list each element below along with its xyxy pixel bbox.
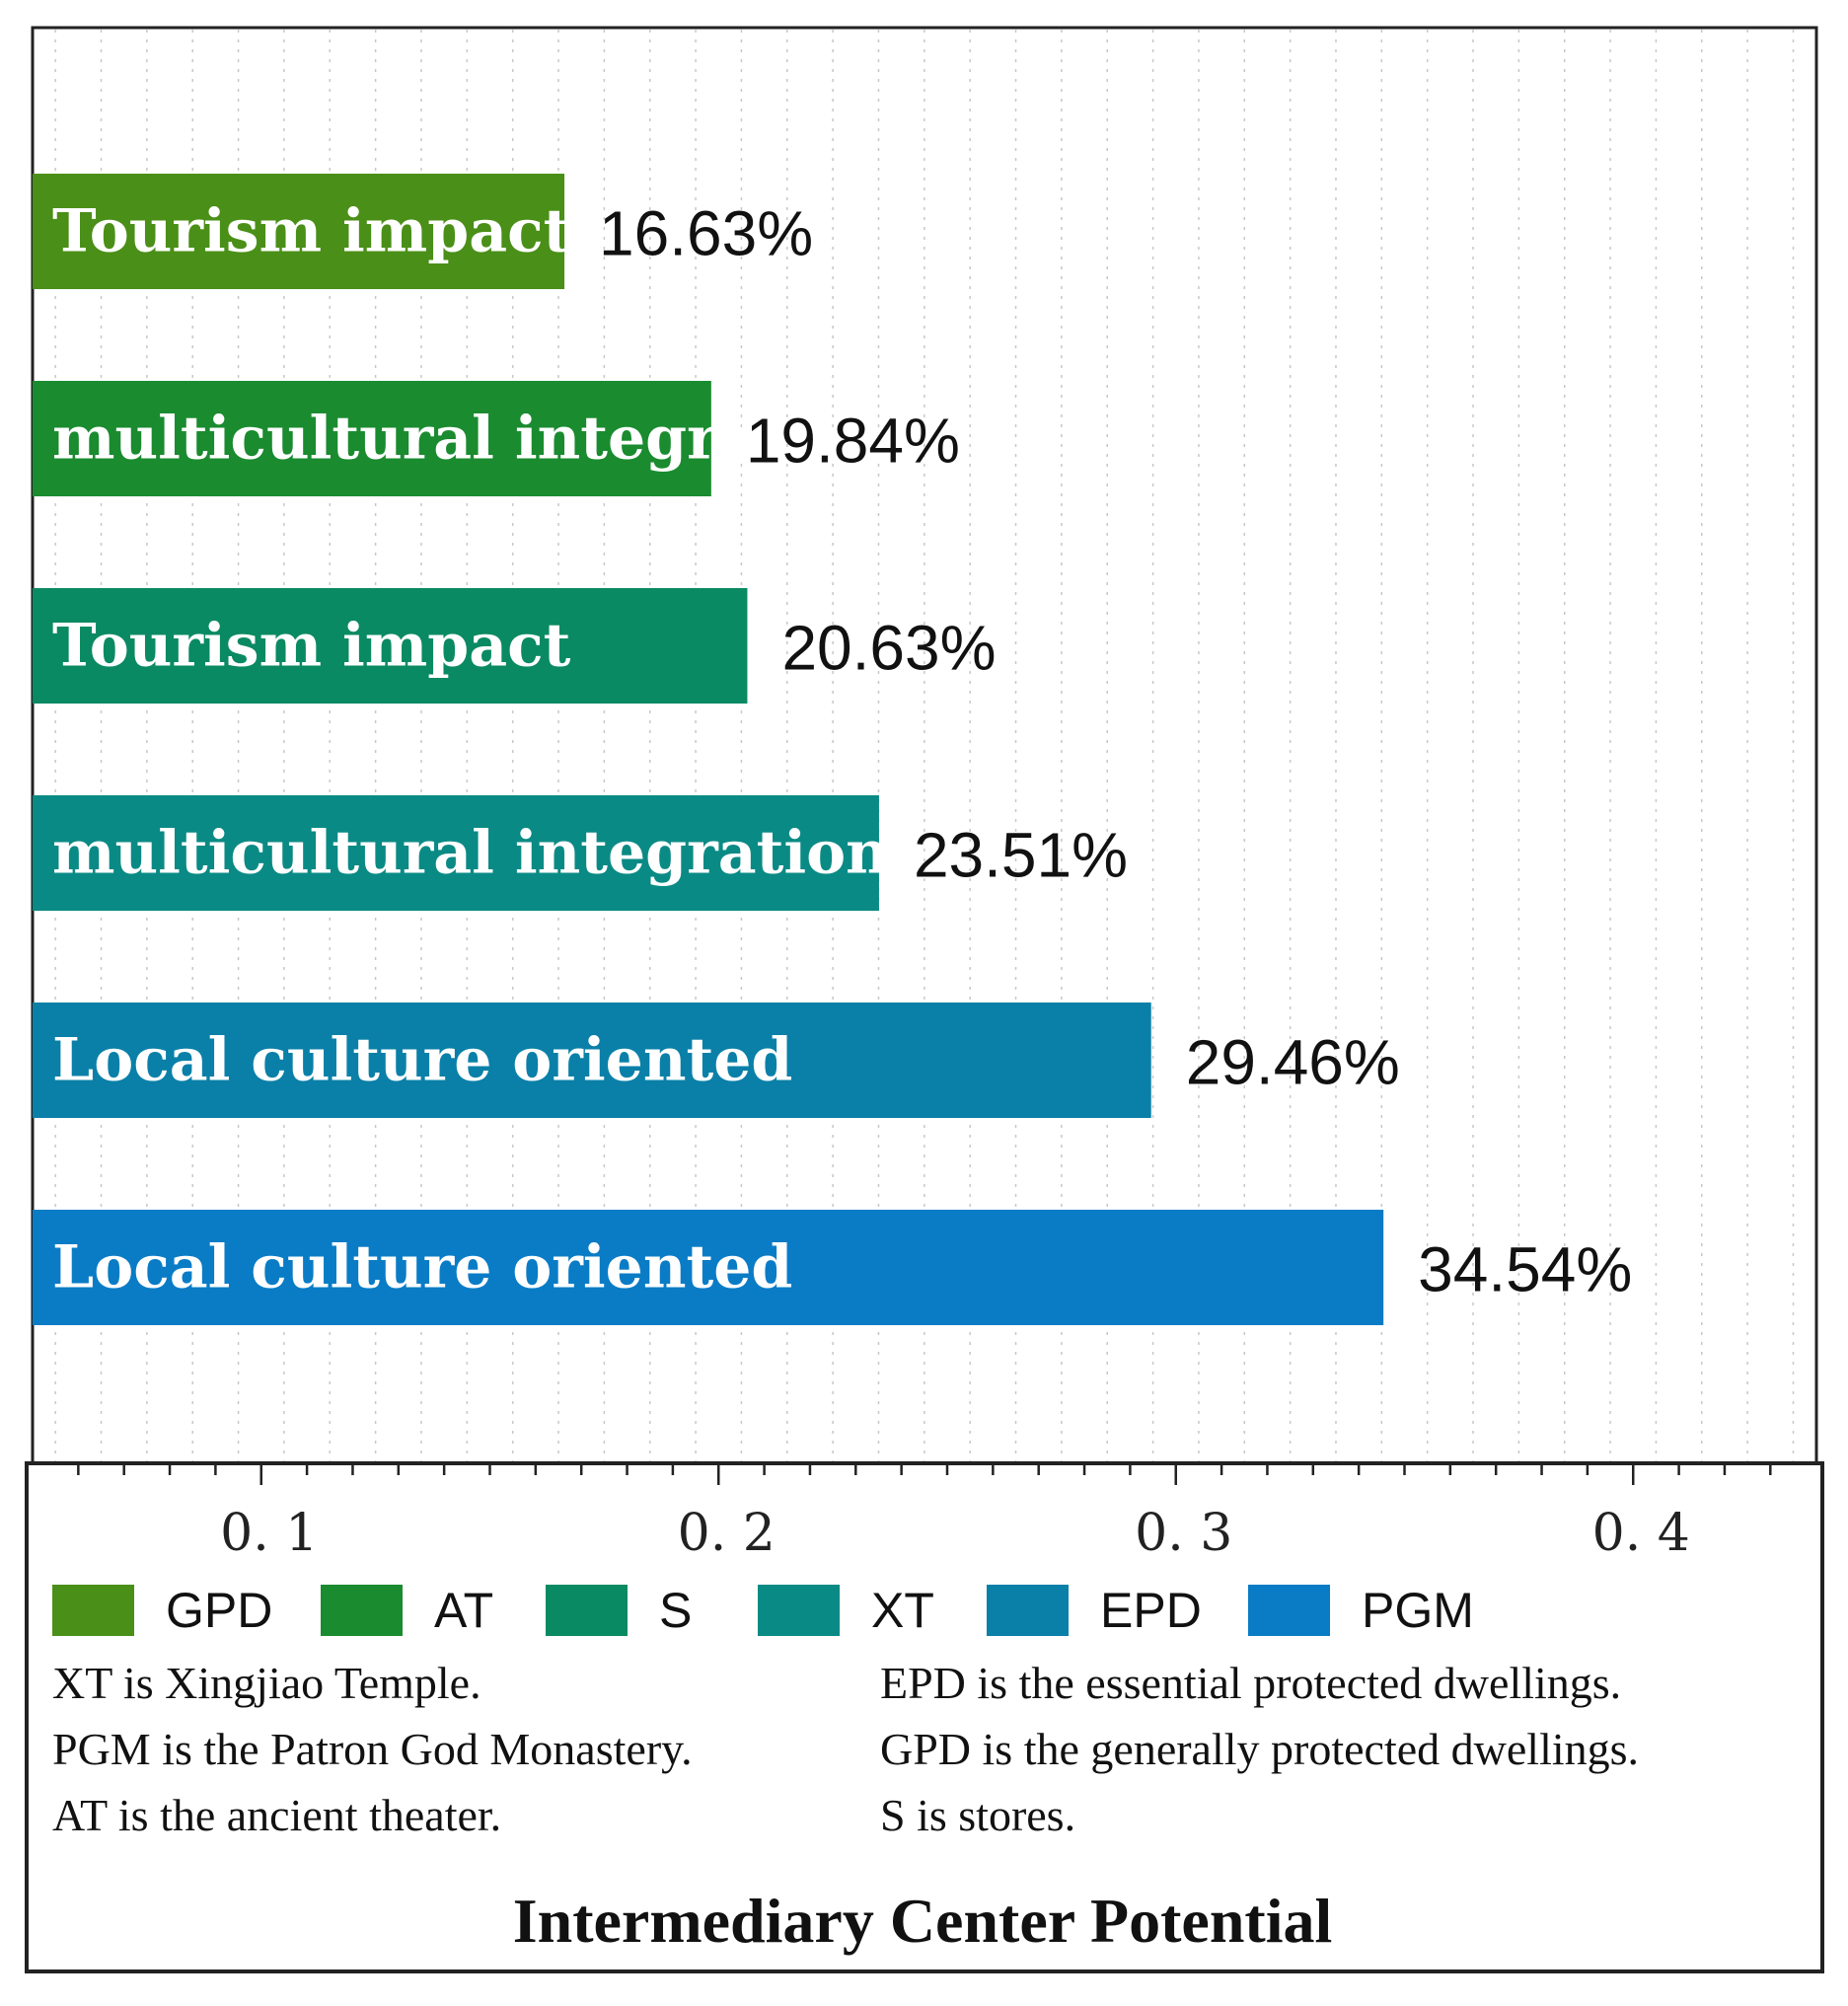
x-axis: 0. 1 0. 2 0. 3 0. 4 (77, 1463, 1772, 1563)
legend-label: EPD (1100, 1583, 1202, 1638)
note-left: XT is Xingjiao Temple. (52, 1658, 481, 1708)
legend-swatch (546, 1585, 628, 1636)
notes: XT is Xingjiao Temple. PGM is the Patron … (52, 1658, 1639, 1840)
legend-label: XT (871, 1583, 934, 1638)
x-tick-label: 0. 1 (220, 1504, 318, 1563)
data-label: 19.84% (746, 406, 960, 477)
data-label: 16.63% (599, 198, 813, 269)
legend-label: S (659, 1583, 692, 1638)
legend-swatch (987, 1585, 1069, 1636)
x-tick-label: 0. 3 (1135, 1504, 1232, 1563)
bar-gpd (33, 174, 565, 289)
bar-inner-label: multicultural integration (52, 405, 889, 474)
legend-swatch (1248, 1585, 1330, 1636)
note-left: PGM is the Patron God Monastery. (52, 1724, 693, 1774)
data-label: 23.51% (914, 820, 1128, 891)
data-label: 20.63% (781, 613, 996, 684)
legend: GPD AT S XT EPD PGM (52, 1583, 1474, 1638)
legend-label: PGM (1362, 1583, 1474, 1638)
data-label: 34.54% (1418, 1234, 1632, 1305)
legend-label: AT (434, 1583, 493, 1638)
bar-pgm (33, 1210, 1384, 1325)
legend-swatch (758, 1585, 840, 1636)
bar-inner-label: multicultural integration (52, 819, 889, 888)
note-right: EPD is the essential protected dwellings… (880, 1658, 1621, 1708)
bar-s (33, 588, 748, 704)
bar-inner-label: Local culture oriented (52, 1233, 792, 1302)
note-left: AT is the ancient theater. (52, 1790, 501, 1840)
bar-inner-label: Local culture oriented (52, 1026, 792, 1095)
bar-inner-label: Tourism impact (52, 197, 571, 266)
bar-inner-label: Tourism impact (52, 612, 571, 681)
x-tick-label: 0. 2 (678, 1504, 776, 1563)
bar-epd (33, 1003, 1151, 1118)
bar-xt (33, 795, 879, 911)
note-right: GPD is the generally protected dwellings… (880, 1724, 1639, 1774)
legend-label: GPD (166, 1583, 272, 1638)
x-axis-title: Intermediary Center Potential (513, 1886, 1333, 1956)
bar-at (33, 381, 711, 496)
note-right: S is stores. (880, 1790, 1075, 1840)
x-tick-label: 0. 4 (1592, 1504, 1690, 1563)
legend-swatch (321, 1585, 403, 1636)
bars: Tourism impact 16.63% multicultural integr… (33, 174, 1632, 1325)
legend-box (25, 1461, 1824, 1973)
data-label: 29.46% (1186, 1027, 1400, 1098)
legend-swatch (52, 1585, 134, 1636)
